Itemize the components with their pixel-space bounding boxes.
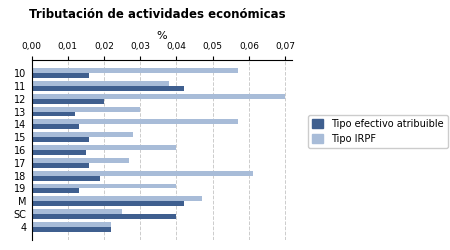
Bar xyxy=(32,188,79,193)
Bar xyxy=(32,227,111,232)
Bar xyxy=(32,73,90,78)
Bar xyxy=(32,132,133,137)
Bar xyxy=(32,150,86,155)
Bar xyxy=(32,163,90,168)
Bar xyxy=(32,145,176,150)
Bar xyxy=(32,171,252,176)
Legend: Tipo efectivo atribuible, Tipo IRPF: Tipo efectivo atribuible, Tipo IRPF xyxy=(308,115,448,148)
Bar xyxy=(32,94,285,99)
Bar xyxy=(32,120,238,124)
Bar xyxy=(32,222,111,227)
Bar xyxy=(32,209,122,214)
Bar xyxy=(32,201,184,206)
Text: Tributación de actividades económicas: Tributación de actividades económicas xyxy=(29,8,286,20)
Bar xyxy=(32,124,79,129)
Bar xyxy=(32,176,100,180)
Bar xyxy=(32,86,184,91)
X-axis label: %: % xyxy=(157,31,167,41)
Bar xyxy=(32,81,169,86)
Bar xyxy=(32,184,176,188)
Bar xyxy=(32,68,238,73)
Bar xyxy=(32,137,90,142)
Bar xyxy=(32,214,176,219)
Bar xyxy=(32,196,202,201)
Bar xyxy=(32,107,140,112)
Bar xyxy=(32,99,104,103)
Bar xyxy=(32,112,75,116)
Bar xyxy=(32,158,129,163)
